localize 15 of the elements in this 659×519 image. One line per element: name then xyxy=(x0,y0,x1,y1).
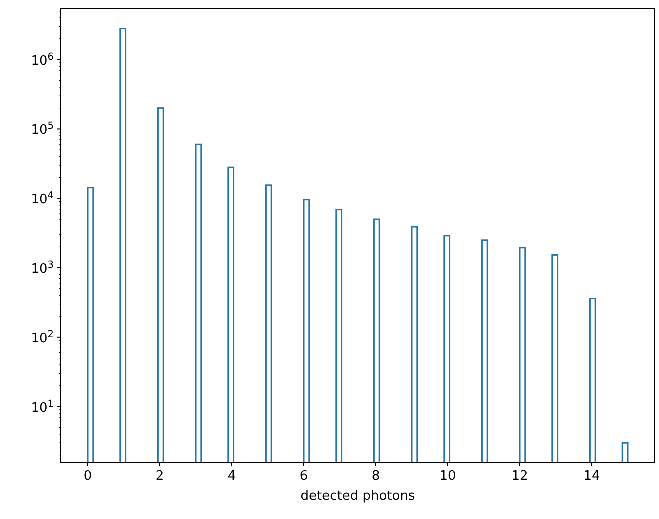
x-tick-label: 10 xyxy=(440,469,456,484)
y-tick-label: 10$^{3}$ xyxy=(31,260,54,278)
x-axis-title: detected photons xyxy=(300,489,416,504)
y-tick-label: 10$^{5}$ xyxy=(31,120,54,138)
y-tick-label: 10$^{4}$ xyxy=(31,190,54,208)
x-tick-label: 12 xyxy=(512,469,528,484)
x-tick-label: 4 xyxy=(228,469,236,484)
x-tick-label: 2 xyxy=(156,469,164,484)
y-tick-label: 10$^{2}$ xyxy=(31,328,54,346)
x-tick-label: 8 xyxy=(372,469,380,484)
x-tick-label: 14 xyxy=(584,469,600,484)
x-tick-label: 6 xyxy=(300,469,308,484)
y-tick-label: 10$^{1}$ xyxy=(31,398,54,416)
y-tick-label: 10$^{6}$ xyxy=(31,51,54,69)
x-tick-label: 0 xyxy=(84,469,92,484)
